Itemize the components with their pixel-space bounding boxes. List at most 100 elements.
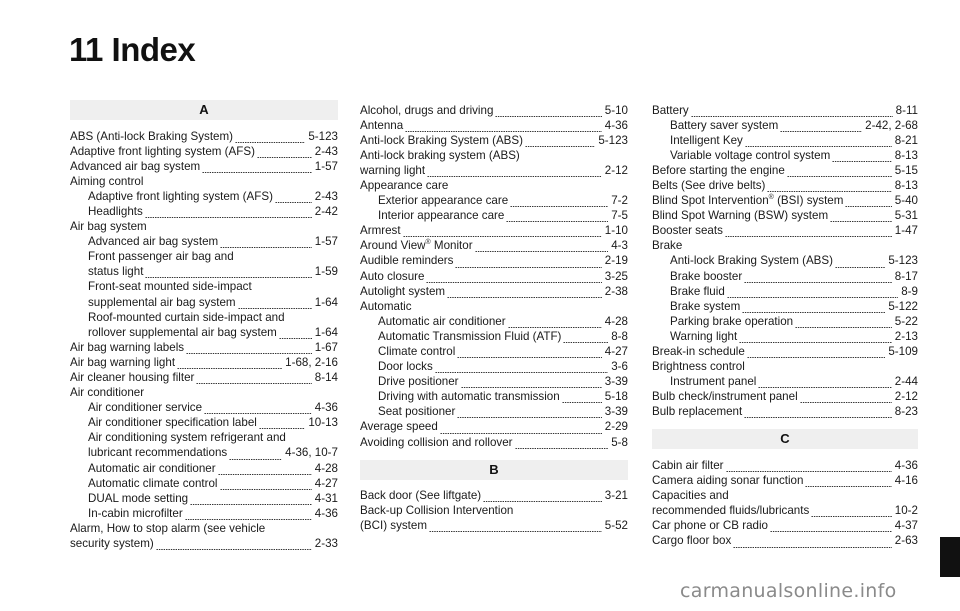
index-entry[interactable]: Automatic air conditioner 4-28 <box>360 314 628 329</box>
index-entry[interactable]: Capacities and <box>652 488 918 503</box>
index-entry[interactable]: Bulb check/instrument panel 2-12 <box>652 389 918 405</box>
index-entry[interactable]: Car phone or CB radio 4-37 <box>652 518 918 534</box>
entry-page-ref[interactable]: 4-36 <box>314 506 338 520</box>
index-entry[interactable]: Automatic <box>360 299 628 314</box>
entry-page-ref[interactable]: 4-36 <box>314 401 338 415</box>
entry-page-ref[interactable]: 2-12 <box>894 390 918 404</box>
entry-page-ref[interactable]: 5-8 <box>611 435 628 449</box>
index-entry[interactable]: Antenna 4-36 <box>360 118 628 133</box>
entry-page-ref[interactable]: 1-57 <box>314 159 338 173</box>
index-entry[interactable]: Climate control 4-27 <box>360 344 628 360</box>
index-entry[interactable]: (BCI) system 5-52 <box>360 518 628 534</box>
entry-page-ref[interactable]: 4-16 <box>894 474 918 488</box>
index-entry[interactable]: Around View® Monitor 4-3 <box>360 238 628 254</box>
index-entry[interactable]: Armrest 1-10 <box>360 223 628 239</box>
entry-page-ref[interactable]: 4-36, 10-7 <box>285 446 338 460</box>
entry-page-ref[interactable]: 2-38 <box>604 284 628 298</box>
index-entry[interactable]: Air cleaner housing filter 8-14 <box>70 370 338 386</box>
entry-page-ref[interactable]: 2-12 <box>604 163 628 177</box>
index-entry[interactable]: Drive positioner 3-39 <box>360 374 628 390</box>
index-entry[interactable]: Blind Spot Intervention® (BSI) system 5-4… <box>652 193 918 209</box>
index-entry[interactable]: Brake system 5-122 <box>652 299 918 314</box>
index-entry[interactable]: security system) 2-33 <box>70 536 338 552</box>
entry-page-ref[interactable]: 5-15 <box>894 163 918 177</box>
index-entry[interactable]: Air conditioning system refrigerant and <box>70 430 338 445</box>
entry-page-ref[interactable]: 3-6 <box>611 360 628 374</box>
entry-page-ref[interactable]: 1-47 <box>894 224 918 238</box>
index-entry[interactable]: Air bag warning labels 1-67 <box>70 340 338 355</box>
index-entry[interactable]: Brightness control <box>652 359 918 374</box>
index-entry[interactable]: recommended fluids/lubricants 10-2 <box>652 503 918 519</box>
entry-page-ref[interactable]: 4-3 <box>611 239 628 253</box>
index-entry[interactable]: Break-in schedule 5-109 <box>652 344 918 360</box>
entry-page-ref[interactable]: 8-8 <box>611 329 628 343</box>
index-entry[interactable]: Automatic air conditioner 4-28 <box>70 461 338 476</box>
index-entry[interactable]: Blind Spot Warning (BSW) system 5-31 <box>652 208 918 224</box>
index-entry[interactable]: Avoiding collision and rollover 5-8 <box>360 435 628 450</box>
index-entry[interactable]: Belts (See drive belts) 8-13 <box>652 178 918 194</box>
entry-page-ref[interactable]: 3-25 <box>604 269 628 283</box>
entry-page-ref[interactable]: 1-59 <box>314 265 338 279</box>
entry-page-ref[interactable]: 5-109 <box>888 345 918 358</box>
index-entry[interactable]: Roof-mounted curtain side-impact and <box>70 310 338 325</box>
index-entry[interactable]: Door locks 3-6 <box>360 359 628 375</box>
entry-page-ref[interactable]: 2-29 <box>604 420 628 434</box>
entry-page-ref[interactable]: 2-13 <box>894 329 918 343</box>
entry-page-ref[interactable]: 2-19 <box>604 254 628 268</box>
index-entry[interactable]: Advanced air bag system 1-57 <box>70 234 338 250</box>
entry-page-ref[interactable]: 3-39 <box>604 405 628 419</box>
entry-page-ref[interactable]: 10-13 <box>308 416 338 430</box>
index-entry[interactable]: Before starting the engine 5-15 <box>652 163 918 178</box>
entry-page-ref[interactable]: 5-123 <box>308 129 338 143</box>
entry-page-ref[interactable]: 5-52 <box>604 519 628 533</box>
entry-page-ref[interactable]: 7-5 <box>611 209 628 223</box>
entry-page-ref[interactable]: 2-63 <box>894 534 918 548</box>
entry-page-ref[interactable]: 4-28 <box>314 461 338 475</box>
index-entry[interactable]: Front passenger air bag and <box>70 249 338 264</box>
index-entry[interactable]: Alcohol, drugs and driving 5-10 <box>360 103 628 118</box>
entry-page-ref[interactable]: 2-43 <box>314 144 338 158</box>
index-entry[interactable]: Exterior appearance care 7-2 <box>360 193 628 209</box>
entry-page-ref[interactable]: 10-2 <box>894 504 918 518</box>
index-entry[interactable]: Air bag system <box>70 219 338 234</box>
entry-page-ref[interactable]: 1-64 <box>314 325 338 339</box>
entry-page-ref[interactable]: 4-37 <box>894 519 918 533</box>
index-entry[interactable]: Audible reminders 2-19 <box>360 253 628 269</box>
index-entry[interactable]: Parking brake operation 5-22 <box>652 314 918 329</box>
index-entry[interactable]: lubricant recommendations 4-36, 10-7 <box>70 445 338 461</box>
index-entry[interactable]: Seat positioner 3-39 <box>360 404 628 420</box>
index-entry[interactable]: Autolight system 2-38 <box>360 284 628 299</box>
entry-page-ref[interactable]: 5-122 <box>888 299 918 313</box>
entry-page-ref[interactable]: 8-9 <box>901 284 918 298</box>
entry-page-ref[interactable]: 2-44 <box>894 375 918 389</box>
entry-page-ref[interactable]: 8-11 <box>895 103 918 117</box>
index-entry[interactable]: Interior appearance care 7-5 <box>360 208 628 224</box>
entry-page-ref[interactable]: 8-23 <box>894 405 918 419</box>
index-entry[interactable]: Automatic Transmission Fluid (ATF) 8-8 <box>360 329 628 344</box>
index-entry[interactable]: Appearance care <box>360 178 628 193</box>
index-entry[interactable]: Anti-lock braking system (ABS) <box>360 148 628 163</box>
index-entry[interactable]: Booster seats 1-47 <box>652 223 918 239</box>
index-entry[interactable]: Air conditioner specification label 10-13 <box>70 415 338 431</box>
entry-page-ref[interactable]: 1-67 <box>314 340 338 354</box>
index-entry[interactable]: ABS (Anti-lock Braking System) 5-123 <box>70 129 338 144</box>
index-entry[interactable]: Alarm, How to stop alarm (see vehicle <box>70 521 338 536</box>
index-entry[interactable]: Adaptive front lighting system (AFS) 2-43 <box>70 189 338 204</box>
index-entry[interactable]: rollover supplemental air bag system 1-64 <box>70 325 338 340</box>
index-entry[interactable]: Adaptive front lighting system (AFS) 2-43 <box>70 144 338 159</box>
entry-page-ref[interactable]: 5-123 <box>888 254 918 268</box>
entry-page-ref[interactable]: 5-123 <box>598 133 628 147</box>
entry-page-ref[interactable]: 2-42, 2-68 <box>865 118 918 132</box>
entry-page-ref[interactable]: 7-2 <box>611 194 628 208</box>
entry-page-ref[interactable]: 4-27 <box>314 476 338 490</box>
index-entry[interactable]: Instrument panel 2-44 <box>652 374 918 390</box>
entry-page-ref[interactable]: 4-27 <box>604 345 628 358</box>
index-entry[interactable]: Driving with automatic transmission 5-18 <box>360 389 628 405</box>
index-entry[interactable]: Cabin air filter 4-36 <box>652 458 918 474</box>
entry-page-ref[interactable]: 1-64 <box>314 295 338 309</box>
index-entry[interactable]: Bulb replacement 8-23 <box>652 404 918 420</box>
index-entry[interactable]: In-cabin microfilter 4-36 <box>70 506 338 521</box>
index-entry[interactable]: Headlights 2-42 <box>70 204 338 220</box>
entry-page-ref[interactable]: 1-57 <box>314 235 338 249</box>
entry-page-ref[interactable]: 5-31 <box>894 209 918 223</box>
